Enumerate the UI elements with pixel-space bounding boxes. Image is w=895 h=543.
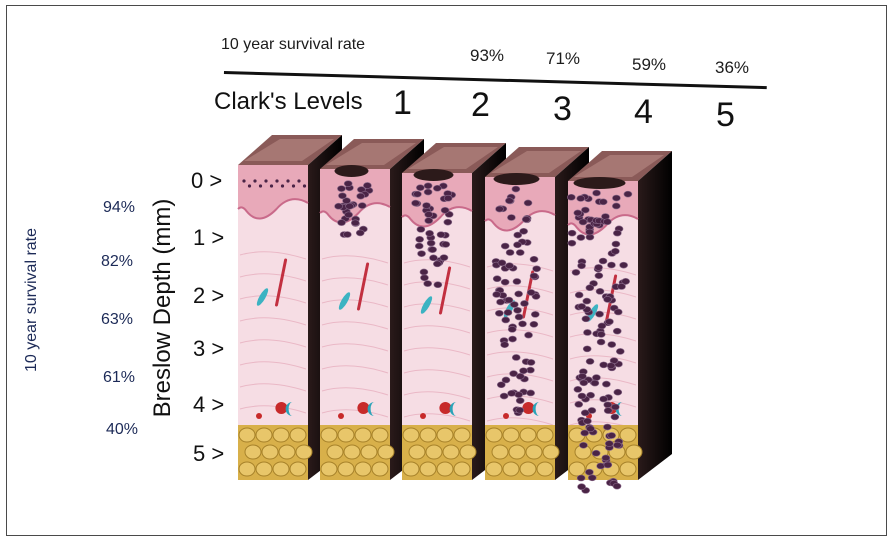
clark-levels-title: Clark's Levels xyxy=(214,88,363,115)
breslow-survival-2: 63% xyxy=(101,311,134,328)
depth-mark-5: 5 > xyxy=(193,441,225,466)
depth-mark-2: 2 > xyxy=(193,283,225,308)
top-survival-label: 10 year survival rate xyxy=(221,36,366,53)
clark-level-3: 3 xyxy=(553,90,572,128)
lesion xyxy=(493,173,540,185)
clark-survival-3: 71% xyxy=(546,49,581,68)
epidermis xyxy=(238,165,308,219)
breslow-survival-0: 94% xyxy=(103,199,136,216)
skin-block-level-2 xyxy=(319,139,424,480)
depth-mark-4: 4 > xyxy=(193,392,225,417)
breslow-survival-3: 61% xyxy=(103,369,136,386)
breslow-survival-1: 82% xyxy=(101,253,134,270)
clark-survival-4: 59% xyxy=(632,55,667,74)
clark-level-2: 2 xyxy=(471,86,490,124)
clark-level-1: 1 xyxy=(393,84,412,122)
lesion xyxy=(413,169,454,181)
block-side xyxy=(638,151,672,480)
lesion xyxy=(573,177,626,189)
depth-mark-1: 1 > xyxy=(193,225,225,250)
depth-mark-0: 0 > xyxy=(191,168,223,193)
clark-survival-5: 36% xyxy=(715,58,750,77)
breslow-survival-4: 40% xyxy=(106,421,139,438)
clark-survival-2: 93% xyxy=(470,46,505,65)
clark-level-5: 5 xyxy=(716,96,735,134)
lesion xyxy=(334,165,369,177)
skin-block-level-5 xyxy=(566,151,672,494)
depth-mark-3: 3 > xyxy=(193,336,225,361)
epidermis xyxy=(485,177,555,231)
clark-level-4: 4 xyxy=(634,93,653,131)
